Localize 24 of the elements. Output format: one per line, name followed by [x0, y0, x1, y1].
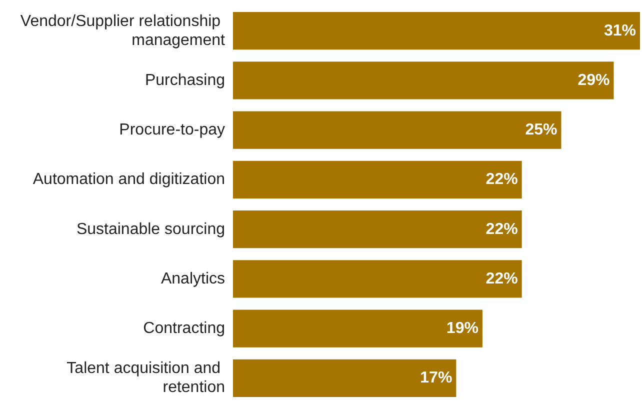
- y-tick-label: Talent acquisition and retention: [66, 360, 225, 396]
- bar: [233, 111, 562, 149]
- bar: [233, 260, 522, 298]
- bar: [233, 12, 640, 50]
- data-label: 17%: [420, 370, 452, 387]
- bar: [233, 359, 456, 398]
- y-tick-label: Analytics: [160, 270, 225, 288]
- y-tick-label: Purchasing: [144, 72, 225, 89]
- y-tick-label: Procure-to-pay: [119, 122, 225, 139]
- data-label: 22%: [486, 220, 518, 238]
- bar: [233, 160, 522, 199]
- data-label: 22%: [486, 171, 518, 188]
- bar: [233, 310, 482, 348]
- data-label: 22%: [486, 270, 518, 288]
- y-tick-label: Automation and digitization: [32, 171, 225, 188]
- data-label: 31%: [604, 22, 636, 40]
- data-label: 19%: [446, 320, 478, 338]
- data-label: 25%: [525, 122, 558, 139]
- bar: [233, 62, 614, 100]
- data-label: 29%: [578, 72, 610, 89]
- y-tick-label: Sustainable sourcing: [76, 220, 225, 238]
- y-tick-label: Contracting: [143, 320, 225, 338]
- y-tick-label: Vendor/Supplier relationship management: [20, 12, 226, 49]
- bar: [233, 210, 522, 248]
